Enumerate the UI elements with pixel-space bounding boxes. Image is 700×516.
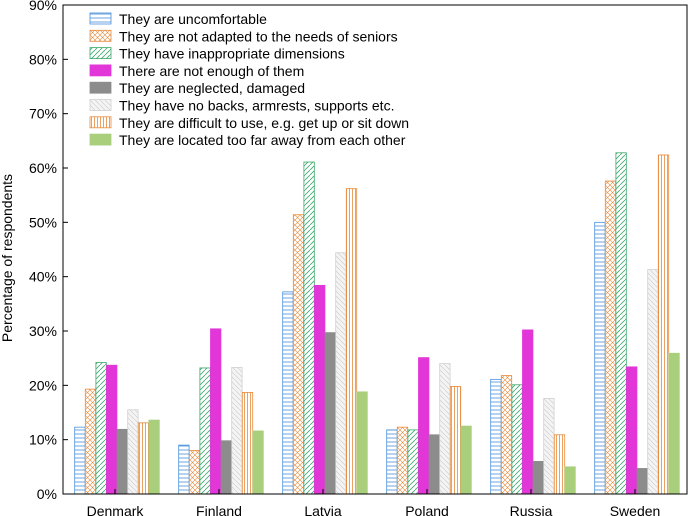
y-tick-label: 70% (29, 106, 57, 122)
legend-label-4: There are not enough of them (119, 63, 304, 79)
y-tick-label: 60% (29, 160, 57, 176)
bar-sweden-series-8 (668, 352, 680, 495)
bar-russia-series-1 (490, 378, 502, 495)
bar-denmark-series-7 (137, 422, 150, 495)
bar-sweden-series-1 (594, 221, 606, 495)
bar-sweden-series-5 (636, 468, 648, 495)
legend-label-2: They are not adapted to the needs of sen… (119, 28, 398, 44)
bar-poland-series-6 (439, 363, 451, 495)
y-tick-label: 0% (37, 486, 57, 502)
x-tick-label-russia: Russia (510, 503, 553, 516)
bar-sweden-series-3 (615, 152, 627, 495)
bar-denmark-series-2 (84, 388, 97, 495)
bar-denmark-series-3 (95, 362, 107, 495)
legend-swatch-1 (89, 12, 112, 25)
x-tick-label-poland: Poland (405, 503, 449, 516)
bar-sweden-series-4 (626, 366, 638, 495)
x-tick-label-finland: Finland (196, 503, 242, 516)
x-tick-label-latvia: Latvia (304, 503, 342, 516)
bar-poland-series-1 (386, 429, 398, 495)
y-tick-label: 50% (29, 214, 57, 230)
bar-finland-series-8 (252, 430, 264, 495)
bar-finland-series-5 (220, 440, 232, 495)
y-tick-label: 10% (29, 432, 57, 448)
plot-frame (62, 4, 688, 495)
legend-swatch-4 (89, 64, 112, 77)
bar-finland-series-7 (241, 391, 254, 495)
legend-label-1: They are uncomfortable (119, 11, 267, 27)
x-tick-label-sweden: Sweden (610, 503, 661, 516)
bar-sweden-series-6 (647, 269, 659, 495)
bar-latvia-series-4 (314, 284, 326, 495)
x-tick-label-denmark: Denmark (87, 503, 145, 516)
legend-label-5: They are neglected, damaged (119, 80, 305, 96)
y-tick-label: 80% (29, 51, 57, 67)
bar-russia-series-8 (564, 466, 576, 495)
bar-poland-series-5 (428, 434, 440, 495)
bar-poland-series-3 (407, 429, 419, 495)
legend-label-7: They are difficult to use, e.g. get up o… (119, 115, 409, 131)
legend-label-6: They have no backs, armrests, supports e… (119, 98, 394, 114)
legend-label-3: They have inappropriate dimensions (119, 46, 345, 62)
legend-swatch-3 (89, 47, 112, 59)
bar-latvia-series-8 (356, 391, 368, 495)
bar-finland-series-3 (199, 367, 211, 495)
bar-poland-series-2 (396, 426, 409, 495)
bar-latvia-series-3 (303, 161, 315, 495)
legend-swatch-7 (89, 116, 112, 129)
y-tick-label: 30% (29, 323, 57, 339)
bar-poland-series-7 (449, 386, 462, 495)
bar-denmark-series-1 (74, 426, 86, 495)
y-tick-label: 40% (29, 269, 57, 285)
bar-finland-series-4 (210, 328, 222, 495)
bar-finland-series-1 (178, 444, 190, 495)
bar-latvia-series-6 (335, 252, 347, 495)
bar-russia-series-3 (511, 384, 523, 495)
bar-russia-series-7 (553, 434, 566, 495)
legend-swatch-2 (89, 29, 112, 42)
bar-latvia-series-7 (345, 188, 358, 495)
legend-swatch-5 (89, 81, 112, 94)
bar-russia-series-4 (522, 329, 534, 495)
bar-russia-series-6 (543, 397, 555, 495)
bar-poland-series-8 (460, 425, 472, 495)
bar-poland-series-4 (418, 357, 430, 495)
bar-latvia-series-2 (292, 214, 305, 495)
bar-sweden-series-7 (657, 154, 670, 495)
bar-denmark-series-6 (127, 409, 139, 495)
legend-swatch-8 (89, 133, 112, 146)
y-tick-label: 20% (29, 377, 57, 393)
bar-latvia-series-1 (282, 291, 294, 495)
bar-russia-series-2 (500, 375, 513, 495)
bar-denmark-series-8 (148, 419, 160, 495)
y-tick-label: 90% (29, 0, 57, 13)
bar-finland-series-6 (231, 366, 243, 495)
legend-swatch-6 (89, 99, 112, 111)
bar-latvia-series-5 (324, 332, 336, 495)
y-axis-title: Percentage of respondents (0, 174, 15, 342)
bar-finland-series-2 (188, 450, 201, 495)
bar-sweden-series-2 (604, 180, 617, 495)
bar-denmark-series-4 (106, 364, 118, 495)
bar-denmark-series-5 (116, 428, 128, 495)
legend-label-8: They are located too far away from each … (119, 132, 406, 148)
bars-layer (74, 152, 680, 495)
bar-russia-series-5 (532, 460, 544, 495)
axes-layer: 0% 10% 20% 30% 40% 50% 60% 70% 80% 90% Denmark Finl… (29, 0, 688, 516)
